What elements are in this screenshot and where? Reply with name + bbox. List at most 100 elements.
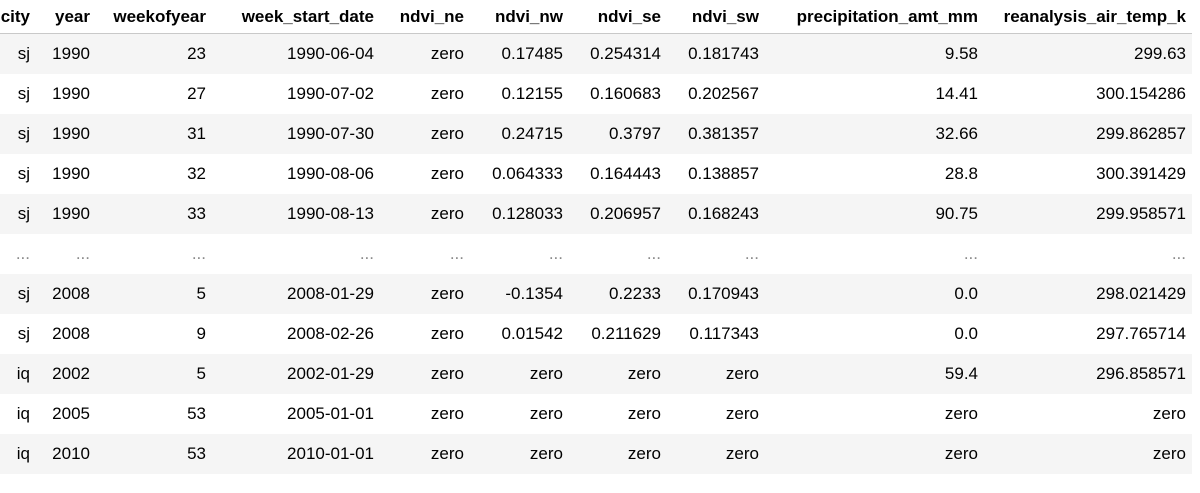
table-cell-ndvi-sw: 0.181743 [667, 33, 765, 74]
table-cell-week-start-date: 1990-08-06 [212, 154, 380, 194]
column-header-reanalysis-air-temp-k: reanalysis_air_temp_k [984, 0, 1192, 34]
table-cell-reanalysis-air-temp-k: 299.958571 [984, 194, 1192, 234]
table-cell-year: 1990 [36, 114, 96, 154]
table-cell-weekofyear: 33 [96, 194, 212, 234]
table-cell-city: iq [0, 354, 36, 394]
table-cell-ndvi-sw: 0.170943 [667, 274, 765, 314]
table-cell-ndvi-se: 0.160683 [569, 74, 667, 114]
table-cell-precipitation-amt-mm: ... [765, 234, 984, 274]
table-cell-weekofyear: ... [96, 234, 212, 274]
table-cell-ndvi-ne: zero [380, 434, 470, 474]
header-row: city year weekofyear week_start_date ndvi_ne… [0, 0, 1192, 34]
table-cell-ndvi-se: zero [569, 434, 667, 474]
table-cell-reanalysis-air-temp-k: 300.391429 [984, 154, 1192, 194]
table-cell-ndvi-se: ... [569, 234, 667, 274]
table-cell-year: 2010 [36, 434, 96, 474]
table-cell-reanalysis-air-temp-k: 297.765714 [984, 314, 1192, 354]
table-cell-precipitation-amt-mm: 90.75 [765, 194, 984, 234]
column-header-precipitation-amt-mm: precipitation_amt_mm [765, 0, 984, 34]
table-cell-ndvi-sw: 0.168243 [667, 194, 765, 234]
table-cell-week-start-date: 2005-01-01 [212, 394, 380, 434]
table-cell-city: sj [0, 74, 36, 114]
table-cell-city: sj [0, 154, 36, 194]
table-cell-week-start-date: 1990-07-02 [212, 74, 380, 114]
table-cell-ndvi-nw: 0.064333 [470, 154, 569, 194]
table-cell-ndvi-ne: ... [380, 234, 470, 274]
table-cell-week-start-date: 2008-02-26 [212, 314, 380, 354]
table-cell-ndvi-sw: ... [667, 234, 765, 274]
table-cell-reanalysis-air-temp-k: 296.858571 [984, 354, 1192, 394]
table-cell-year: 2005 [36, 394, 96, 434]
table-cell-ndvi-sw: 0.202567 [667, 74, 765, 114]
column-header-ndvi-nw: ndvi_nw [470, 0, 569, 34]
table-cell-ndvi-se: 0.2233 [569, 274, 667, 314]
table-cell-week-start-date: 2010-01-01 [212, 434, 380, 474]
table-cell-weekofyear: 5 [96, 274, 212, 314]
table-body: sj 1990 23 1990-06-04 zero 0.17485 0.254314 0.1… [0, 33, 1192, 474]
table-cell-city: sj [0, 114, 36, 154]
table-cell-ndvi-nw: 0.17485 [470, 33, 569, 74]
table-cell-precipitation-amt-mm: zero [765, 434, 984, 474]
table-row: sj 1990 27 1990-07-02 zero 0.12155 0.160683 0.2… [0, 74, 1192, 114]
table-cell-weekofyear: 9 [96, 314, 212, 354]
table-cell-precipitation-amt-mm: 9.58 [765, 33, 984, 74]
table-cell-ndvi-ne: zero [380, 274, 470, 314]
table-row: iq 2005 53 2005-01-01 zero zero zero zero zero ze… [0, 394, 1192, 434]
table-cell-weekofyear: 31 [96, 114, 212, 154]
table-cell-precipitation-amt-mm: 59.4 [765, 354, 984, 394]
table-cell-ndvi-nw: 0.01542 [470, 314, 569, 354]
table-cell-ndvi-se: 0.254314 [569, 33, 667, 74]
table-cell-ndvi-se: 0.206957 [569, 194, 667, 234]
table-cell-year: 2008 [36, 314, 96, 354]
table-cell-weekofyear: 53 [96, 394, 212, 434]
table-cell-weekofyear: 32 [96, 154, 212, 194]
table-cell-ndvi-ne: zero [380, 394, 470, 434]
dataframe-table: city year weekofyear week_start_date ndvi_ne… [0, 0, 1192, 474]
table-cell-reanalysis-air-temp-k: 300.154286 [984, 74, 1192, 114]
table-cell-reanalysis-air-temp-k: zero [984, 434, 1192, 474]
table-cell-year: ... [36, 234, 96, 274]
column-header-ndvi-se: ndvi_se [569, 0, 667, 34]
table-cell-year: 1990 [36, 33, 96, 74]
table-cell-year: 1990 [36, 154, 96, 194]
table-cell-ndvi-ne: zero [380, 74, 470, 114]
table-cell-city: sj [0, 194, 36, 234]
table-cell-ndvi-se: 0.3797 [569, 114, 667, 154]
table-row: sj 1990 31 1990-07-30 zero 0.24715 0.3797 0.381… [0, 114, 1192, 154]
table-cell-ndvi-ne: zero [380, 354, 470, 394]
table-cell-ndvi-sw: zero [667, 434, 765, 474]
table-cell-ndvi-sw: 0.381357 [667, 114, 765, 154]
table-cell-city: iq [0, 394, 36, 434]
table-cell-precipitation-amt-mm: 0.0 [765, 314, 984, 354]
table-cell-reanalysis-air-temp-k: 299.63 [984, 33, 1192, 74]
table-cell-ndvi-nw: 0.128033 [470, 194, 569, 234]
table-cell-ndvi-ne: zero [380, 314, 470, 354]
table-row: sj 2008 9 2008-02-26 zero 0.01542 0.211629 0.11… [0, 314, 1192, 354]
table-cell-weekofyear: 23 [96, 33, 212, 74]
table-cell-ndvi-ne: zero [380, 114, 470, 154]
table-cell-year: 1990 [36, 194, 96, 234]
table-cell-ndvi-ne: zero [380, 154, 470, 194]
table-cell-week-start-date: 1990-08-13 [212, 194, 380, 234]
table-cell-ndvi-nw: 0.24715 [470, 114, 569, 154]
table-cell-year: 2008 [36, 274, 96, 314]
column-header-ndvi-sw: ndvi_sw [667, 0, 765, 34]
table-cell-ndvi-nw: -0.1354 [470, 274, 569, 314]
table-cell-city: sj [0, 33, 36, 74]
table-cell-ndvi-nw: zero [470, 354, 569, 394]
table-cell-ndvi-nw: zero [470, 394, 569, 434]
table-cell-ndvi-sw: zero [667, 354, 765, 394]
table-cell-reanalysis-air-temp-k: zero [984, 394, 1192, 434]
table-cell-ndvi-ne: zero [380, 33, 470, 74]
table-cell-ndvi-sw: 0.117343 [667, 314, 765, 354]
table-cell-reanalysis-air-temp-k: 299.862857 [984, 114, 1192, 154]
ellipsis-row: .............................. [0, 234, 1192, 274]
column-header-city: city [0, 0, 36, 34]
table-cell-ndvi-nw: 0.12155 [470, 74, 569, 114]
table-cell-week-start-date: 1990-06-04 [212, 33, 380, 74]
table-cell-reanalysis-air-temp-k: 298.021429 [984, 274, 1192, 314]
table-cell-year: 1990 [36, 74, 96, 114]
table-cell-ndvi-sw: zero [667, 394, 765, 434]
table-row: iq 2010 53 2010-01-01 zero zero zero zero zero ze… [0, 434, 1192, 474]
